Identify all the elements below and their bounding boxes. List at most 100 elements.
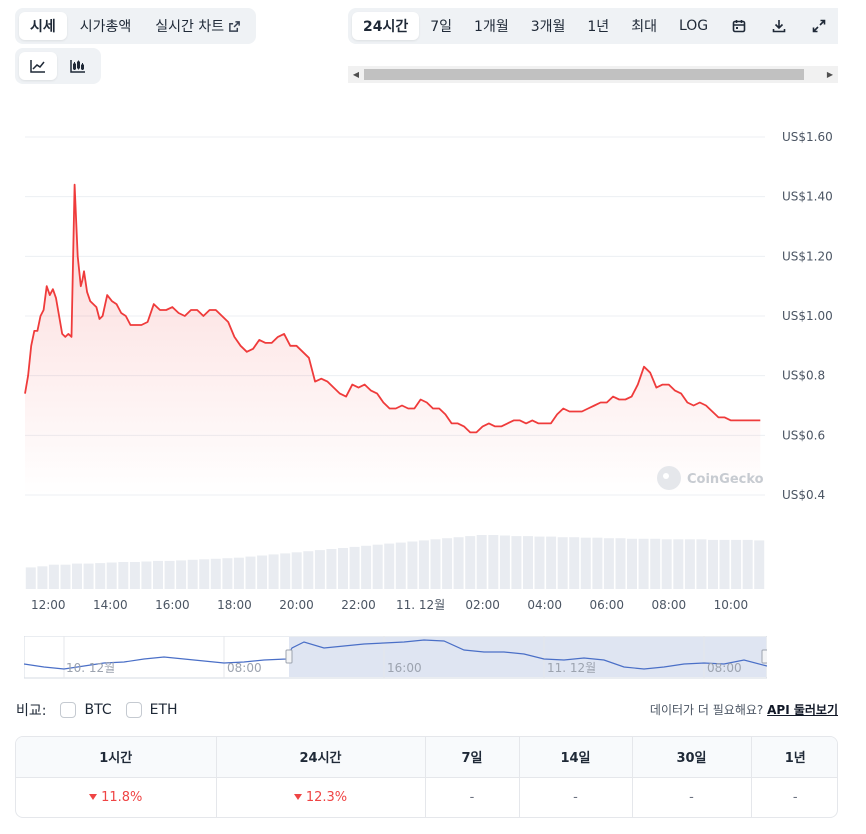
volume-bar <box>222 558 233 589</box>
scroll-left-arrow-icon[interactable]: ◀ <box>352 70 360 79</box>
candlestick-button[interactable] <box>59 52 97 80</box>
volume-bar <box>615 538 626 589</box>
navigator-label: 16:00 <box>387 661 422 675</box>
table-header-row: 1시간 24시간 7일 14일 30일 1년 <box>16 737 837 778</box>
need-more-data: 데이터가 더 필요해요? API 둘러보기 <box>650 701 838 718</box>
performance-table: 1시간 24시간 7일 14일 30일 1년 11.8% 12.3% - - -… <box>15 736 838 818</box>
volume-bar <box>650 538 661 589</box>
volume-bar <box>153 560 163 589</box>
volume-bar <box>210 558 221 589</box>
y-tick-label: US$0.6 <box>782 428 825 442</box>
tab-price[interactable]: 시세 <box>19 12 67 40</box>
volume-bar <box>453 537 464 589</box>
range-1m[interactable]: 1개월 <box>463 12 520 40</box>
range-3m[interactable]: 3개월 <box>520 12 577 40</box>
compare-eth[interactable]: ETH <box>125 702 178 718</box>
volume-bar <box>280 553 291 589</box>
x-tick-label: 08:00 <box>652 598 687 612</box>
navigator-right-handle[interactable] <box>761 649 767 664</box>
volume-bar <box>465 536 476 589</box>
btc-checkbox[interactable] <box>60 702 77 718</box>
volume-bar <box>592 537 603 589</box>
volume-bar <box>708 539 718 589</box>
volume-bar <box>338 548 348 589</box>
volume-bar <box>407 541 418 589</box>
volume-bar <box>95 563 106 589</box>
time-range-selector: 24시간 7일 1개월 3개월 1년 최대 LOG <box>348 8 838 44</box>
volume-bar <box>291 552 302 589</box>
range-7d[interactable]: 7일 <box>419 12 463 40</box>
eth-checkbox[interactable] <box>125 702 142 718</box>
scroll-right-arrow-icon[interactable]: ▶ <box>826 70 834 79</box>
chart-view-tabs: 시세 시가총액 실시간 차트 <box>15 8 257 44</box>
range-max[interactable]: 최대 <box>620 12 668 40</box>
volume-bar <box>245 556 256 589</box>
volume-bar <box>580 537 591 589</box>
value-24h: 12.3% <box>216 777 426 817</box>
api-link[interactable]: API 둘러보기 <box>767 703 838 717</box>
external-link-icon <box>229 20 241 32</box>
tab-live-chart[interactable]: 실시간 차트 <box>144 12 252 40</box>
y-tick-label: US$1.60 <box>782 130 833 144</box>
tab-market-cap[interactable]: 시가총액 <box>69 12 143 40</box>
volume-bar <box>37 566 48 589</box>
line-chart-button[interactable] <box>19 52 57 80</box>
volume-bar <box>661 539 672 589</box>
x-tick-label: 06:00 <box>589 598 624 612</box>
volume-bar <box>395 542 406 589</box>
download-button[interactable] <box>759 12 799 40</box>
volume-bar <box>557 537 568 589</box>
volume-bar <box>384 543 395 589</box>
volume-bar <box>48 564 59 589</box>
range-1y[interactable]: 1년 <box>576 12 620 40</box>
range-max-label: 최대 <box>631 19 657 35</box>
volume-bar <box>60 564 71 589</box>
volume-bar <box>442 538 453 589</box>
range-log-label: LOG <box>678 18 709 34</box>
y-tick-label: US$0.4 <box>782 488 825 502</box>
value-1y: - <box>792 790 798 806</box>
volume-bar <box>199 559 210 589</box>
header-1h: 1시간 <box>16 737 217 778</box>
x-tick-label: 14:00 <box>93 598 128 612</box>
range-3m-label: 3개월 <box>530 19 566 35</box>
header-1y: 1년 <box>751 737 837 778</box>
header-14d: 14일 <box>519 737 633 778</box>
volume-bar <box>268 554 279 589</box>
volume-bar <box>684 539 695 589</box>
header-7d: 7일 <box>425 737 520 778</box>
volume-bar <box>523 536 533 589</box>
volume-bar <box>754 540 765 589</box>
price-chart[interactable]: US$0.4 US$0.6 US$0.8 US$1.00 US$1.20 US$1.40 U… <box>0 95 866 620</box>
calendar-button[interactable] <box>719 12 759 40</box>
expand-button[interactable] <box>799 12 838 40</box>
navigator-line <box>24 639 767 670</box>
range-24h[interactable]: 24시간 <box>352 12 420 40</box>
down-arrow-icon <box>293 794 302 801</box>
volume-bar <box>488 535 499 589</box>
range-log[interactable]: LOG <box>668 12 719 40</box>
volume-bar <box>106 562 117 589</box>
range-scrollbar[interactable]: ◀ ▶ <box>348 66 838 83</box>
range-navigator[interactable]: 10. 12월 08:00 16:00 11. 12월 08:00 <box>24 636 767 680</box>
scrollbar-thumb[interactable] <box>364 69 804 80</box>
volume-bar <box>534 536 545 589</box>
value-24h-text: 12.3% <box>305 790 348 806</box>
header-30d: 30일 <box>632 737 752 778</box>
navigator-selection[interactable] <box>289 637 766 677</box>
value-30d: - <box>632 777 752 817</box>
coingecko-logo-eye <box>663 473 669 479</box>
navigator-left-handle[interactable] <box>285 649 293 664</box>
volume-bar <box>696 539 707 589</box>
volume-bar <box>326 549 337 589</box>
volume-bar <box>569 537 580 589</box>
x-tick-label: 16:00 <box>155 598 190 612</box>
volume-bar <box>118 562 129 589</box>
navigator-label: 10. 12월 <box>66 661 115 675</box>
price-area-fill <box>25 184 761 495</box>
volume-bar <box>546 536 557 589</box>
compare-btc[interactable]: BTC <box>60 702 112 718</box>
x-tick-label: 22:00 <box>341 598 376 612</box>
compare-row: 비교: BTC ETH <box>16 700 178 720</box>
coingecko-logo-icon <box>657 466 681 490</box>
